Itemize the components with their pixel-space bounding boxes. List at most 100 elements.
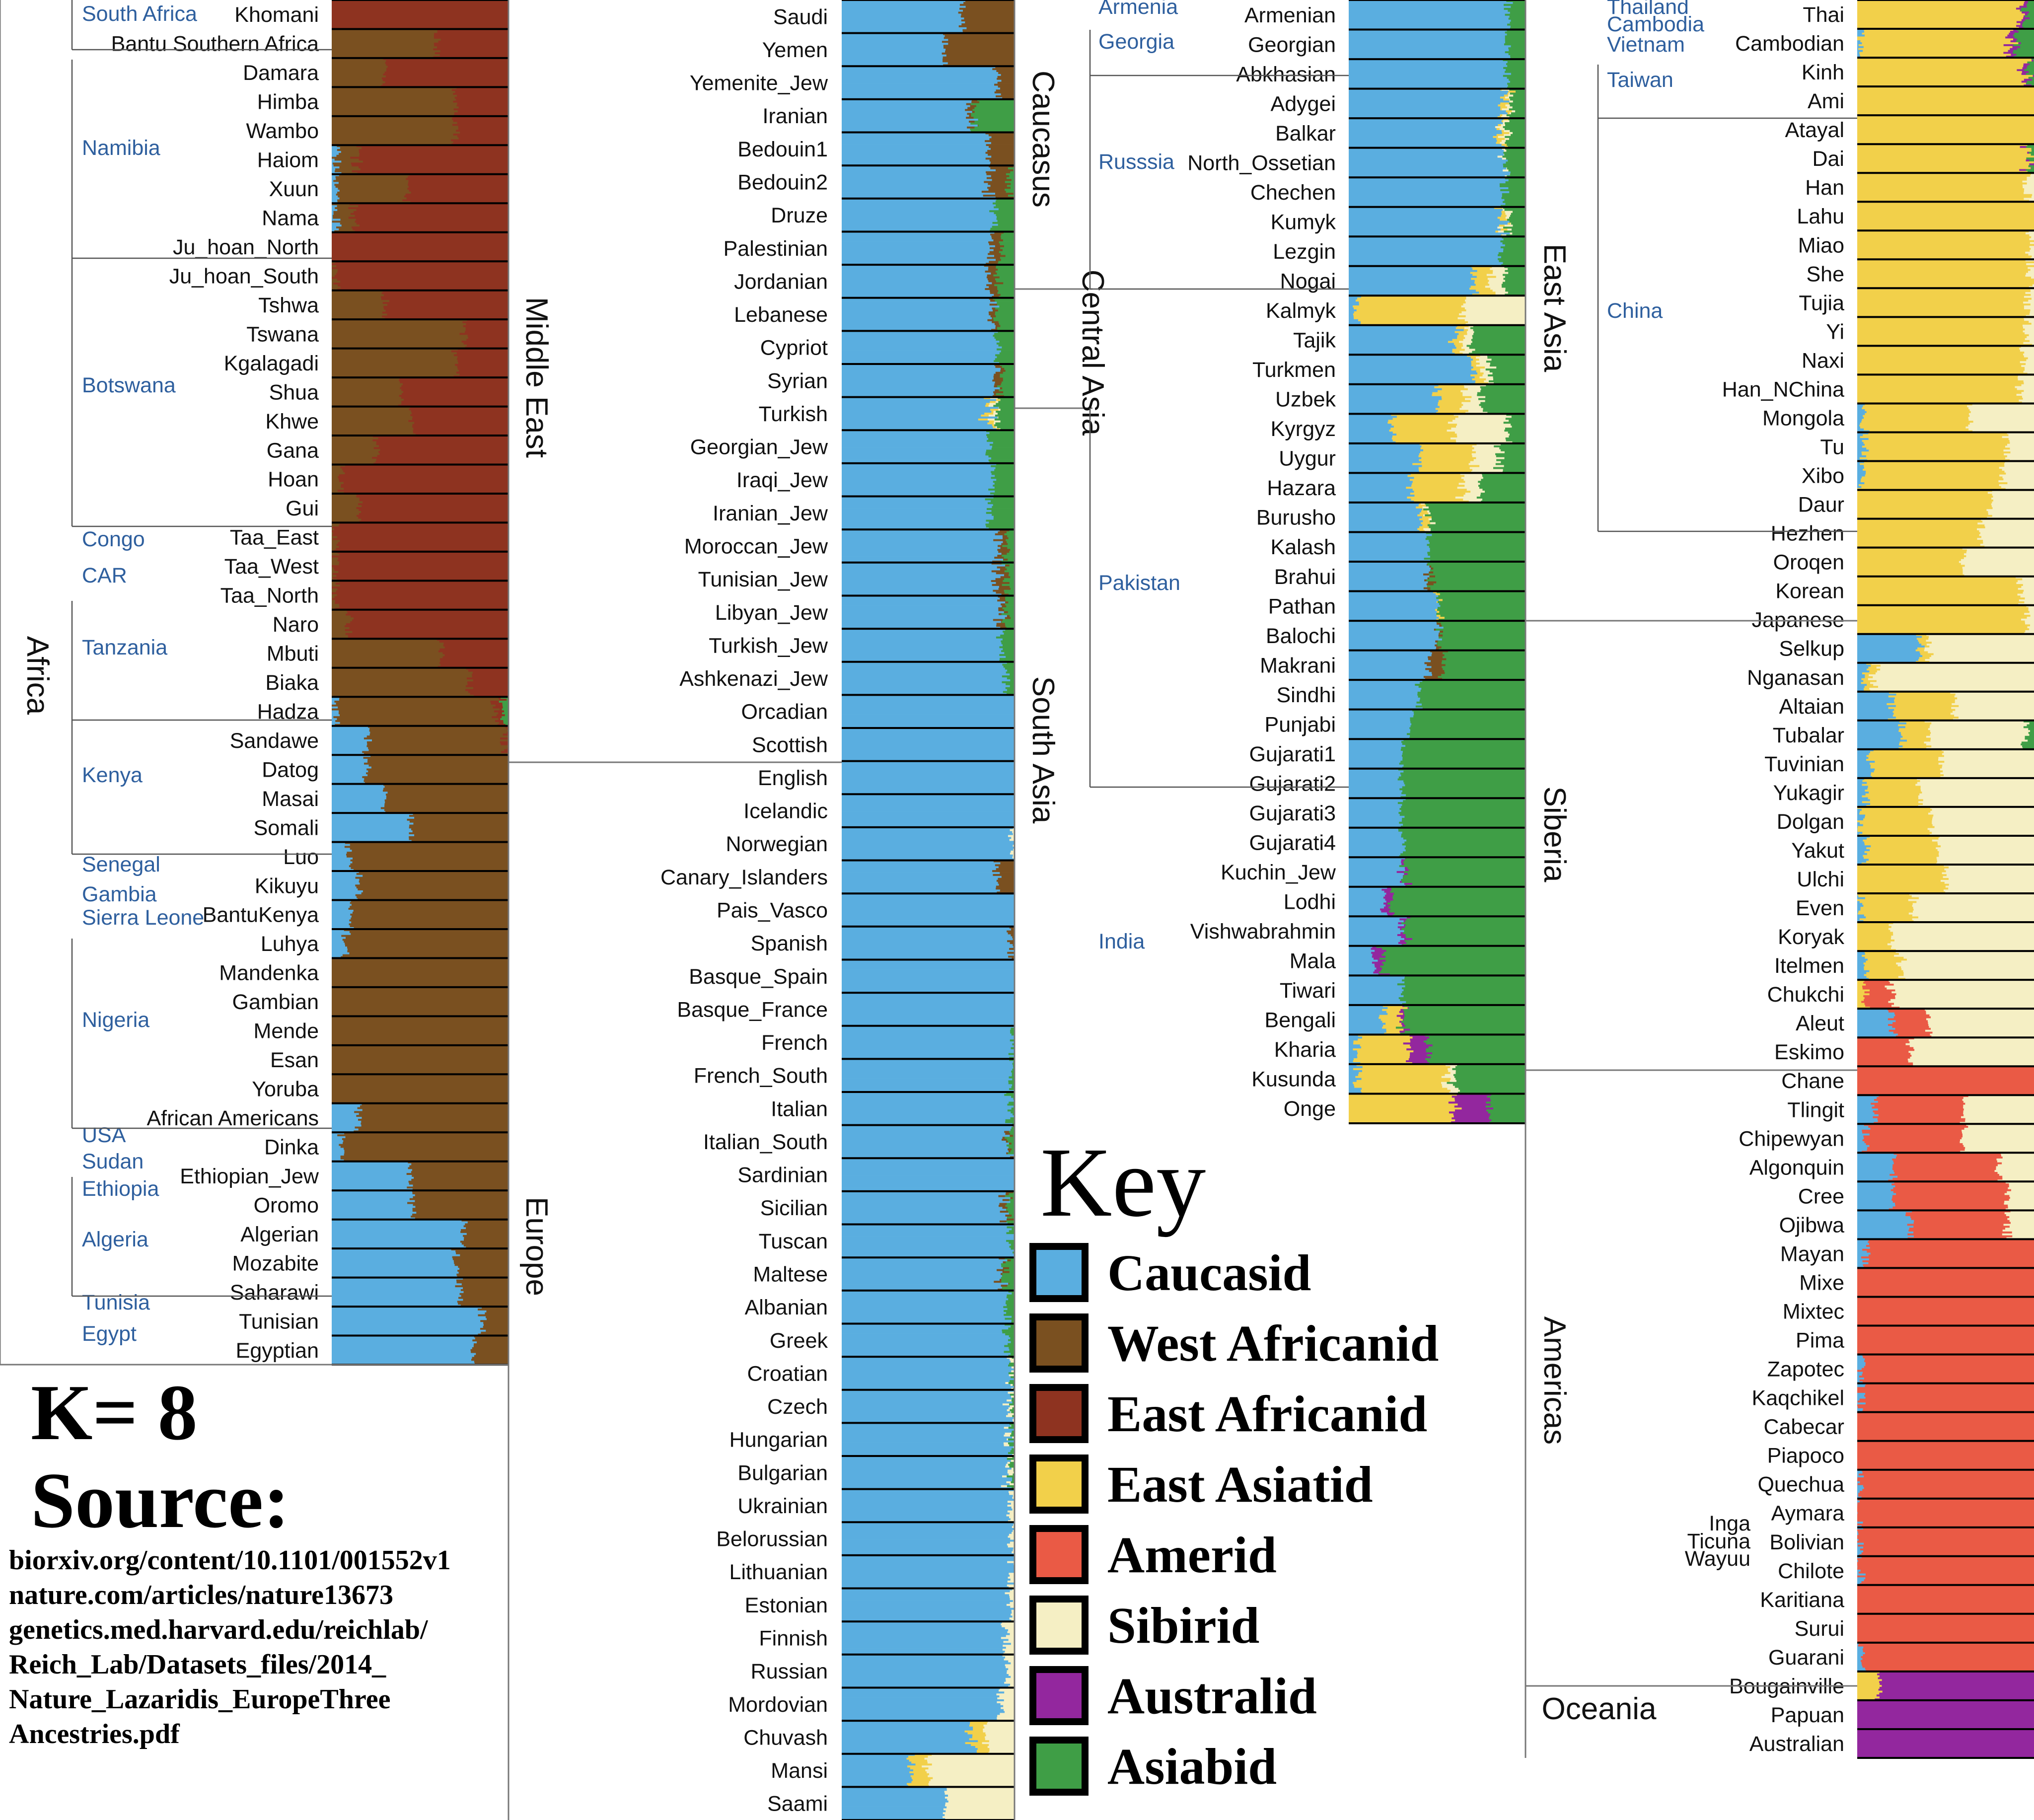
bar-segment (408, 176, 509, 178)
bar-segment (332, 1283, 462, 1286)
bar-segment (332, 1119, 359, 1121)
bar-segment (336, 273, 509, 275)
bar-segment (332, 975, 509, 978)
bar-segment (332, 1120, 362, 1123)
bar-segment (353, 857, 509, 860)
bar-segment (842, 1423, 1010, 1425)
bar-segment (1401, 835, 1526, 838)
bar-segment (1513, 2, 1526, 4)
bar-segment (332, 139, 451, 142)
bar-segment (985, 288, 998, 291)
bar-segment (842, 1800, 949, 1803)
bar-segment (981, 191, 1007, 193)
bar-segment (993, 517, 1015, 520)
bar-segment (1000, 1687, 1015, 1690)
bar-segment (993, 485, 1015, 487)
bar-segment (1349, 666, 1432, 668)
bar-segment (1399, 808, 1526, 810)
bar-segment (990, 401, 996, 403)
bar-segment (332, 794, 386, 796)
bar-segment (1008, 1382, 1015, 1384)
bar-segment (842, 1012, 1015, 1015)
bar-segment (1430, 522, 1436, 524)
bar-segment (332, 277, 509, 279)
bar-segment (1000, 862, 1015, 865)
bar-segment (332, 164, 334, 167)
bar-segment (1007, 1561, 1015, 1564)
bar-segment (842, 751, 1015, 754)
bar-segment (1406, 794, 1526, 797)
bar-segment (1437, 611, 1440, 613)
bar-segment (988, 241, 1000, 244)
bar-segment (1002, 1207, 1008, 1209)
bar-segment (842, 850, 1011, 853)
bar-segment (1512, 110, 1516, 113)
bar-segment (842, 237, 992, 240)
bar-segment (1349, 297, 1358, 300)
bar-segment (385, 794, 509, 796)
bar-segment (1507, 29, 1526, 32)
bar-segment (842, 905, 1015, 908)
bar-segment (1504, 153, 1505, 156)
bar-segment (1013, 1113, 1015, 1116)
bar-segment (842, 638, 1003, 641)
bar-segment (380, 449, 509, 451)
bar-segment (332, 333, 460, 335)
bar-segment (408, 1161, 509, 1164)
bar-segment (991, 175, 1010, 178)
bar-segment (442, 656, 509, 658)
bar-segment (359, 149, 509, 151)
bar-segment (842, 1629, 1009, 1632)
bar-segment (385, 62, 509, 64)
bar-segment (842, 780, 1015, 783)
bar-segment (1401, 833, 1526, 836)
bar-segment (842, 253, 988, 255)
bar-segment (948, 39, 1015, 41)
bar-segment (842, 654, 1000, 656)
bar-segment (338, 478, 509, 481)
bar-segment (842, 1152, 1007, 1155)
bar-segment (1476, 497, 1526, 499)
bar-segment (987, 508, 1015, 510)
bar-segment (332, 122, 458, 124)
bar-segment (332, 1012, 509, 1015)
bar-segment (1349, 638, 1443, 641)
bar-segment (842, 784, 1015, 787)
bar-segment (1349, 378, 1473, 381)
bar-segment (334, 275, 509, 277)
bar-segment (842, 1074, 1013, 1077)
bar-segment (1349, 518, 1420, 521)
bar-segment (1349, 512, 1420, 515)
bar-segment (842, 1736, 973, 1739)
bar-segment (1001, 383, 1015, 386)
bar-segment (842, 1302, 1006, 1305)
bar-segment (332, 137, 459, 140)
bar-segment (842, 805, 1015, 808)
bar-segment (1505, 217, 1510, 219)
bar-segment (359, 499, 509, 502)
bar-segment (332, 1361, 475, 1363)
bar-segment (1404, 930, 1526, 933)
bar-segment (842, 1814, 945, 1817)
bar-segment (842, 1605, 1011, 1608)
bar-segment (1003, 648, 1015, 651)
bar-segment (967, 113, 971, 115)
bar-segment (382, 77, 509, 80)
bar-segment (383, 294, 509, 296)
bar-segment (1007, 1584, 1015, 1587)
bar-segment (332, 195, 338, 198)
bar-segment (1349, 607, 1438, 609)
bar-segment (332, 1142, 343, 1144)
bar-segment (1415, 684, 1526, 686)
bar-segment (1471, 453, 1496, 456)
bar-segment (842, 1199, 1003, 1201)
bar-segment (842, 510, 992, 512)
bar-segment (1486, 384, 1526, 387)
bar-segment (463, 342, 509, 345)
bar-segment (933, 1777, 1015, 1780)
bar-segment (842, 265, 985, 267)
bar-segment (842, 615, 1008, 618)
bar-segment (1510, 173, 1526, 176)
bar-segment (332, 180, 334, 182)
bar-segment (368, 770, 509, 773)
